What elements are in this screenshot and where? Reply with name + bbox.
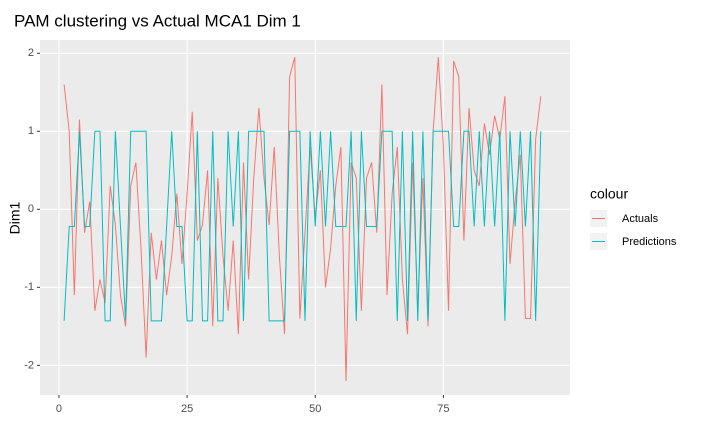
legend-title: colour — [590, 186, 628, 202]
y-tick-label: -2 — [24, 359, 34, 371]
chart-title: PAM clustering vs Actual MCA1 Dim 1 — [14, 11, 301, 30]
y-tick-label: 2 — [28, 47, 34, 59]
x-tick-label: 25 — [181, 403, 193, 415]
x-tick-label: 0 — [56, 403, 62, 415]
x-tick-label: 50 — [309, 403, 321, 415]
series-line — [63, 130, 542, 322]
x-tick-label: 75 — [437, 403, 449, 415]
y-tick-label: 0 — [28, 203, 34, 215]
legend-label: Actuals — [622, 213, 659, 225]
legend-label: Predictions — [622, 236, 677, 248]
y-axis-label: Dim1 — [7, 201, 23, 234]
series-line — [63, 57, 542, 381]
y-tick-label: -1 — [24, 281, 34, 293]
y-tick-label: 1 — [28, 125, 34, 137]
